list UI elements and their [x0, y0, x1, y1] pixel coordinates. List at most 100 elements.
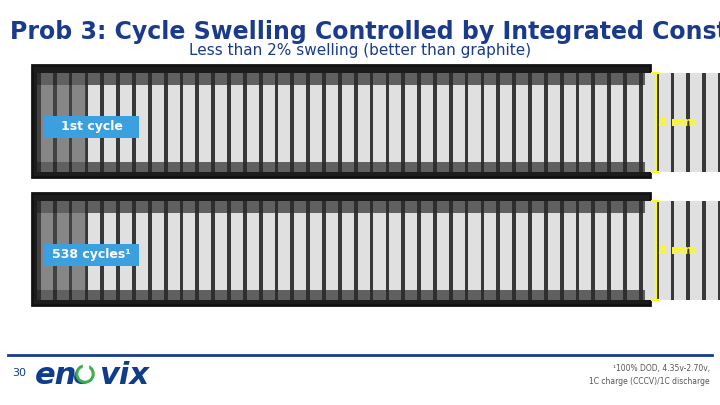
- Bar: [469, 73, 480, 172]
- Bar: [433, 73, 437, 172]
- Bar: [84, 73, 89, 172]
- Bar: [243, 73, 247, 172]
- Bar: [480, 201, 485, 300]
- Bar: [342, 201, 354, 300]
- Bar: [247, 73, 258, 172]
- Bar: [338, 73, 342, 172]
- Bar: [564, 201, 575, 300]
- Bar: [564, 73, 575, 172]
- Bar: [659, 201, 670, 300]
- Bar: [247, 201, 258, 300]
- Bar: [89, 73, 100, 172]
- Bar: [607, 73, 611, 172]
- Bar: [469, 201, 480, 300]
- Bar: [591, 201, 595, 300]
- Bar: [421, 201, 433, 300]
- Bar: [199, 73, 211, 172]
- Bar: [326, 201, 338, 300]
- Bar: [512, 73, 516, 172]
- Bar: [32, 193, 650, 305]
- Bar: [706, 201, 718, 300]
- Bar: [68, 201, 73, 300]
- Text: vix: vix: [99, 360, 149, 390]
- Bar: [152, 201, 163, 300]
- Text: 538 cycles¹: 538 cycles¹: [52, 248, 131, 261]
- Bar: [132, 73, 136, 172]
- Bar: [89, 201, 100, 300]
- Bar: [116, 201, 120, 300]
- Bar: [104, 73, 116, 172]
- Bar: [670, 201, 675, 300]
- Bar: [548, 73, 559, 172]
- Bar: [184, 73, 195, 172]
- Bar: [702, 73, 706, 172]
- Text: en: en: [35, 360, 77, 390]
- Bar: [627, 201, 639, 300]
- Bar: [227, 201, 231, 300]
- Bar: [306, 73, 310, 172]
- Bar: [163, 201, 168, 300]
- Bar: [654, 201, 659, 300]
- Bar: [294, 201, 306, 300]
- Bar: [211, 73, 215, 172]
- Bar: [559, 73, 564, 172]
- Bar: [675, 201, 686, 300]
- Bar: [100, 201, 104, 300]
- Bar: [718, 201, 720, 300]
- Bar: [57, 73, 68, 172]
- Bar: [148, 73, 152, 172]
- Bar: [41, 73, 53, 172]
- Bar: [306, 201, 310, 300]
- Bar: [544, 73, 548, 172]
- Bar: [405, 201, 417, 300]
- Bar: [528, 73, 532, 172]
- Text: 3 mm: 3 mm: [659, 116, 698, 129]
- Bar: [179, 73, 184, 172]
- Bar: [580, 201, 591, 300]
- Bar: [718, 73, 720, 172]
- Text: Less than 2% swelling (better than graphite): Less than 2% swelling (better than graph…: [189, 43, 531, 58]
- Bar: [326, 73, 338, 172]
- Bar: [258, 73, 263, 172]
- Bar: [702, 201, 706, 300]
- Bar: [449, 201, 453, 300]
- Bar: [322, 73, 326, 172]
- Bar: [274, 73, 279, 172]
- Bar: [623, 73, 627, 172]
- Bar: [120, 73, 132, 172]
- Bar: [44, 116, 139, 138]
- Bar: [195, 73, 199, 172]
- Bar: [595, 73, 607, 172]
- Bar: [258, 201, 263, 300]
- Bar: [83, 364, 88, 371]
- Bar: [559, 201, 564, 300]
- Bar: [433, 201, 437, 300]
- Bar: [385, 201, 390, 300]
- Bar: [211, 201, 215, 300]
- Bar: [37, 162, 645, 172]
- Bar: [591, 73, 595, 172]
- Bar: [532, 73, 544, 172]
- Bar: [575, 73, 580, 172]
- Bar: [480, 73, 485, 172]
- Bar: [215, 201, 227, 300]
- Bar: [37, 73, 645, 85]
- Bar: [496, 201, 500, 300]
- Bar: [116, 73, 120, 172]
- Bar: [686, 201, 690, 300]
- Bar: [136, 201, 148, 300]
- Bar: [595, 201, 607, 300]
- Bar: [437, 73, 449, 172]
- Bar: [390, 201, 401, 300]
- Bar: [643, 201, 654, 300]
- Bar: [227, 73, 231, 172]
- Bar: [310, 201, 322, 300]
- Bar: [290, 201, 294, 300]
- Bar: [354, 201, 358, 300]
- Bar: [496, 73, 500, 172]
- Bar: [32, 65, 650, 177]
- Bar: [405, 73, 417, 172]
- Bar: [464, 73, 469, 172]
- Bar: [132, 201, 136, 300]
- Bar: [279, 201, 290, 300]
